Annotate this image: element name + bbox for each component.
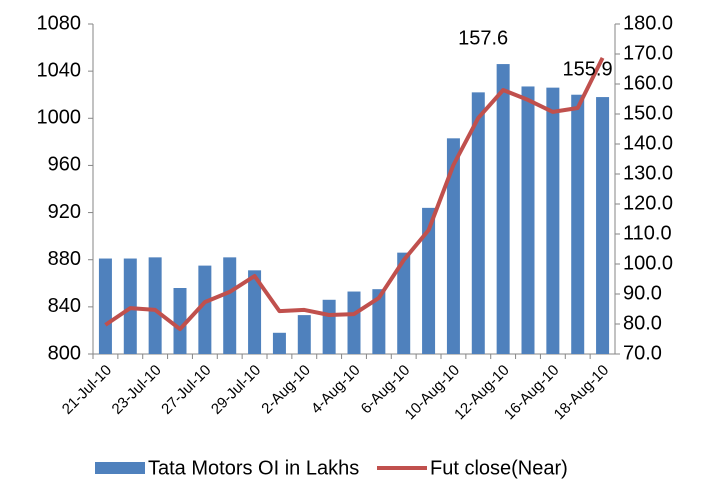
line [104,57,605,332]
legend-label: Tata Motors OI in Lakhs [148,457,359,479]
y2-tick-label: 160.0 [623,72,673,94]
bar [521,86,535,354]
y2-tick-label: 70.0 [623,342,662,364]
y2-tick-label: 110.0 [623,222,672,244]
bar [297,315,311,354]
y2-tick-label: 100.0 [623,252,673,274]
y-tick-label: 880 [48,248,81,270]
y2-tick-label: 180.0 [623,12,673,34]
bar [546,87,560,355]
legend-label: Fut close(Near) [430,457,568,479]
y2-tick-label: 170.0 [623,42,673,64]
annotation: 157.6 [458,27,508,49]
y-tick-label: 840 [48,295,81,317]
y-tick-label: 1000 [37,107,82,129]
y2-tick-label: 140.0 [623,132,673,154]
bar [148,257,162,354]
bar [248,270,262,354]
bar [471,92,485,354]
y2-tick-label: 90.0 [623,282,662,304]
bar [571,94,585,354]
bar [272,332,286,354]
y-tick-label: 1080 [37,12,82,34]
y-tick-label: 920 [48,201,81,223]
y-tick-label: 1040 [37,59,82,81]
bar [198,265,212,354]
y2-tick-label: 80.0 [623,312,662,334]
y-tick-label: 800 [48,342,81,364]
y2-tick-label: 150.0 [623,102,673,124]
legend-swatch [95,462,145,474]
bar [223,257,237,354]
annotation: 155.9 [563,58,613,80]
bar [596,97,610,355]
bar [446,138,460,354]
bar [496,64,510,355]
bar [98,258,112,354]
bar [372,289,386,354]
y-tick-label: 960 [48,154,81,176]
bar [173,288,187,354]
bar [397,252,411,354]
y2-tick-label: 130.0 [623,162,673,184]
bar [322,299,336,354]
bar [422,207,436,354]
y2-tick-label: 120.0 [623,192,673,214]
bar [347,291,361,354]
